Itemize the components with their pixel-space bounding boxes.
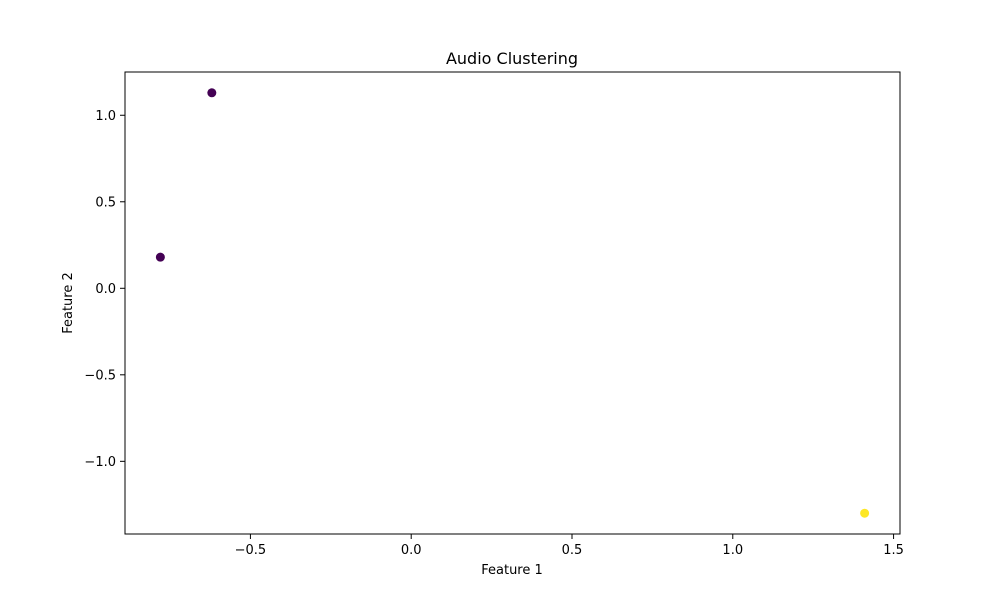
chart-title: Audio Clustering xyxy=(446,49,578,68)
y-tick-label: 0.5 xyxy=(95,195,116,210)
y-tick-label: −0.5 xyxy=(84,368,116,383)
scatter-point-2 xyxy=(860,508,870,518)
scatter-point-1 xyxy=(155,252,165,262)
x-tick-label: 0.5 xyxy=(562,543,583,558)
scatter-point-0 xyxy=(207,88,217,98)
y-axis-label: Feature 2 xyxy=(61,272,76,334)
x-axis-label: Feature 1 xyxy=(481,563,543,578)
x-axis-ticks: −0.5 0.0 0.5 1.0 1.5 xyxy=(235,534,904,558)
x-tick-label: 0.0 xyxy=(401,543,422,558)
plot-area-frame xyxy=(124,71,901,535)
x-tick-label: 1.5 xyxy=(883,543,904,558)
x-tick-label: −0.5 xyxy=(235,543,267,558)
y-tick-label: 1.0 xyxy=(95,109,116,124)
x-tick-label: 1.0 xyxy=(722,543,743,558)
y-tick-label: −1.0 xyxy=(84,455,116,470)
y-tick-label: 0.0 xyxy=(95,282,116,297)
y-axis-ticks: −1.0 −0.5 0.0 0.5 1.0 xyxy=(84,109,125,470)
data-points xyxy=(155,88,870,518)
